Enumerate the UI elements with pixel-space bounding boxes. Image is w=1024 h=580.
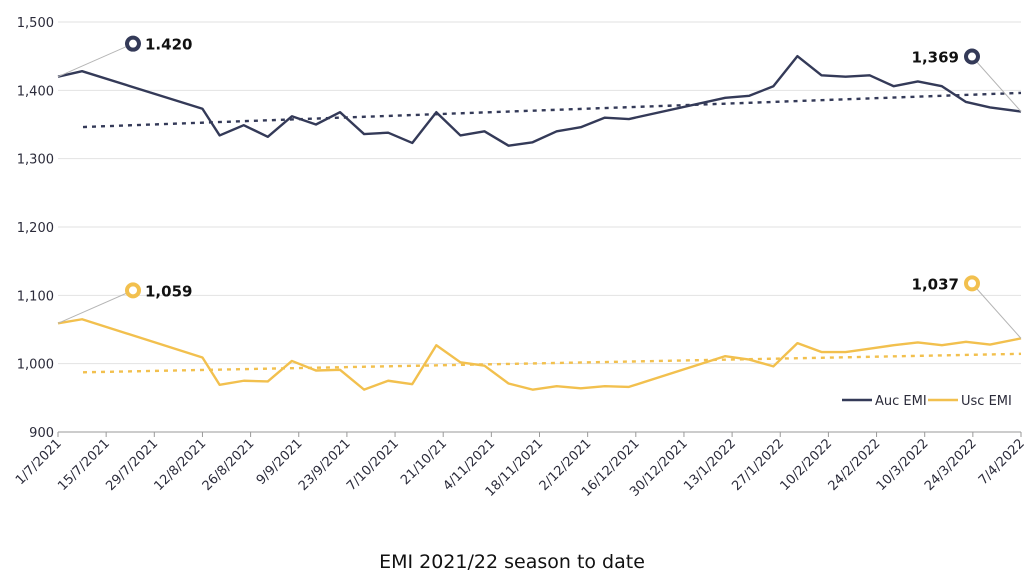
series-lines (57, 54, 1022, 391)
annotation-marker (964, 48, 980, 65)
annotation-leader (57, 289, 134, 324)
y-tick-label: 1,100 (17, 289, 54, 304)
y-tick-label: 1,400 (17, 84, 54, 99)
annotation-label: 1,037 (912, 275, 959, 293)
trendline-usc-emi (82, 352, 1022, 374)
annotation-leader (57, 43, 134, 78)
trendline-auc-emi (82, 91, 1022, 129)
y-tick-label: 1,500 (17, 16, 54, 31)
x-tick-label: 7/4/2022 (976, 436, 1024, 488)
x-tick-label: 24/3/2022 (922, 436, 980, 494)
annotation-label: 1,059 (145, 282, 192, 300)
x-tick-label: 7/10/2021 (344, 436, 402, 494)
legend-entry: Usc EMI (961, 394, 1012, 409)
annotations: 1.420 1,369 1,059 1,037 (57, 35, 1022, 339)
annotation-label: 1.420 (145, 36, 192, 54)
y-tick-label: 900 (29, 426, 54, 441)
y-tick-label: 1,200 (17, 221, 54, 236)
annotation-label: 1,369 (912, 49, 959, 67)
legend-entry: Auc EMI (875, 394, 927, 409)
series-line-auc-emi (57, 54, 1022, 147)
annotation-leader (971, 56, 1022, 112)
x-axis: 1/7/202115/7/202129/7/202112/8/202126/8/… (13, 432, 1024, 500)
annotation-leader (971, 283, 1022, 339)
annotation-marker (125, 35, 141, 52)
gridlines (58, 21, 1021, 433)
annotation-marker (125, 282, 141, 299)
annotation-marker (964, 275, 980, 292)
legend: Auc EMI Usc EMI (842, 394, 1012, 409)
y-tick-label: 1,300 (17, 153, 54, 168)
x-tick-label: 26/8/2021 (200, 436, 258, 494)
series-line-usc-emi (57, 318, 1022, 391)
y-tick-label: 1,000 (17, 358, 54, 373)
chart-title: EMI 2021/22 season to date (379, 551, 645, 573)
y-axis: 900 1,000 1,100 1,200 1,300 1,400 1,500 (17, 16, 54, 441)
